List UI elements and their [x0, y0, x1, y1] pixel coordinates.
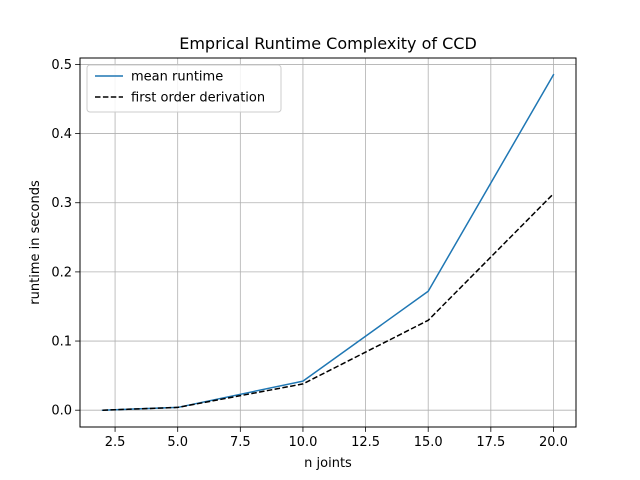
legend: mean runtime first order derivation	[86, 64, 282, 113]
x-tick-label: 5.0	[167, 435, 188, 450]
y-tick-label: 0.0	[51, 404, 72, 419]
chart-title: Emprical Runtime Complexity of CCD	[179, 34, 477, 53]
y-axis-label: runtime in seconds	[28, 180, 43, 305]
y-tick-label: 0.4	[51, 127, 72, 142]
legend-label-first-order-derivation: first order derivation	[131, 91, 265, 106]
series-line-first-order-derivation	[102, 193, 554, 411]
x-tick-label: 17.5	[476, 435, 505, 450]
series-layer	[101, 73, 555, 411]
x-tick-label: 20.0	[539, 435, 568, 450]
plot-frame	[79, 57, 577, 428]
x-axis-label: n joints	[304, 456, 352, 471]
y-tick-label: 0.3	[51, 196, 72, 211]
y-tick-label: 0.5	[51, 58, 72, 73]
x-tick-label: 2.5	[105, 435, 126, 450]
x-tick-label: 7.5	[230, 435, 251, 450]
y-tick-label: 0.1	[51, 335, 72, 350]
axis-ticks: 2.5 5.0 7.5 10.0 12.5 15.0 17.5 20.0 0.0 0.1 0.2 0.…	[51, 58, 568, 450]
x-tick-label: 12.5	[351, 435, 380, 450]
y-tick-label: 0.2	[51, 265, 72, 280]
x-tick-label: 15.0	[414, 435, 443, 450]
legend-label-mean-runtime: mean runtime	[131, 70, 223, 85]
x-tick-label: 10.0	[288, 435, 317, 450]
legend-box	[86, 64, 282, 113]
grid-lines	[80, 58, 576, 427]
